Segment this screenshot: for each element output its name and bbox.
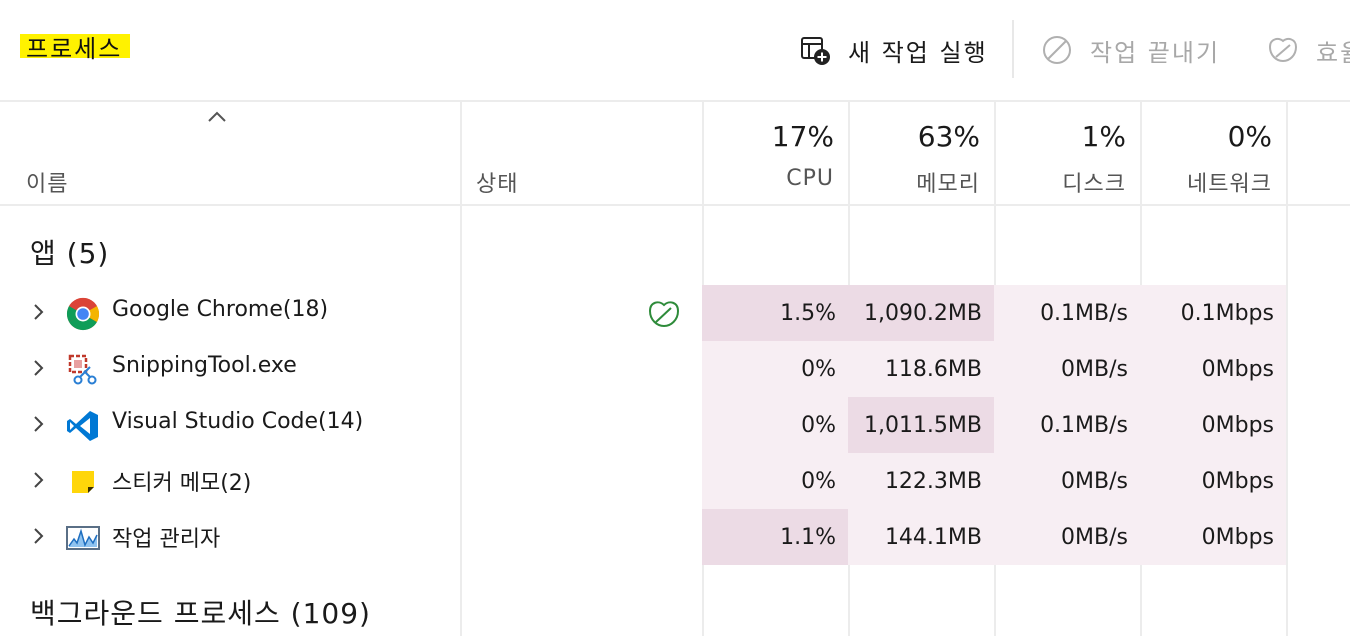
- expand-chevron-icon[interactable]: [33, 303, 45, 321]
- network-cell: 0Mbps: [1140, 397, 1286, 453]
- column-divider: [460, 102, 462, 636]
- memory-total-percent: 63%: [917, 120, 980, 153]
- task-manager-icon: [66, 526, 100, 550]
- process-row-chrome[interactable]: 1.5% 1,090.2MB 0.1MB/s 0.1Mbps Google Ch…: [0, 285, 1350, 341]
- name-column-label: 이름: [26, 172, 69, 197]
- process-name: 스티커 메모(2): [112, 471, 252, 496]
- process-name: 작업 관리자: [112, 527, 221, 552]
- process-row-snippingtool[interactable]: 0% 118.6MB 0MB/s 0Mbps SnippingTool.exe: [0, 341, 1350, 397]
- network-column-header[interactable]: 0% 네트워크: [1140, 102, 1286, 204]
- memory-cell: 118.6MB: [848, 341, 994, 397]
- status-column-label: 상태: [476, 172, 519, 197]
- expand-chevron-icon[interactable]: [33, 527, 45, 545]
- page-title: 프로세스: [20, 34, 131, 63]
- disk-column-label: 디스크: [1062, 172, 1126, 197]
- snipping-tool-icon: [68, 354, 97, 385]
- disk-cell: 0.1MB/s: [994, 285, 1140, 341]
- disk-cell: 0MB/s: [994, 453, 1140, 509]
- run-new-task-button[interactable]: 새 작업 실행: [800, 28, 988, 72]
- background-processes-group-title: 백그라운드 프로세스 (109): [30, 597, 371, 630]
- sticky-notes-icon: [72, 471, 94, 493]
- cpu-cell: 0%: [702, 341, 848, 397]
- prohibited-icon: [1043, 36, 1071, 64]
- apps-group-title: 앱 (5): [30, 237, 110, 270]
- network-column-label: 네트워크: [1187, 172, 1272, 197]
- disk-cell: 0MB/s: [994, 341, 1140, 397]
- expand-chevron-icon[interactable]: [33, 415, 45, 433]
- process-row-vscode[interactable]: 0% 1,011.5MB 0.1MB/s 0Mbps Visual Studio…: [0, 397, 1350, 453]
- efficiency-leaf-icon: [648, 301, 680, 328]
- status-column-header[interactable]: 상태: [462, 102, 702, 204]
- memory-cell: 1,011.5MB: [848, 397, 994, 453]
- toolbar: 프로세스 새 작업 실행 작업 끝내기 효율: [0, 0, 1350, 102]
- process-name: SnippingTool.exe: [112, 353, 297, 378]
- column-header: 이름 상태 17% CPU 63% 메모리 1% 디스크 0% 네트워크: [0, 102, 1350, 206]
- cpu-cell: 1.5%: [702, 285, 848, 341]
- disk-total-percent: 1%: [1081, 120, 1126, 153]
- cpu-cell: 0%: [702, 397, 848, 453]
- new-task-icon: [801, 37, 830, 65]
- expand-chevron-icon[interactable]: [33, 471, 45, 489]
- memory-column-label: 메모리: [916, 172, 980, 197]
- network-cell: 0Mbps: [1140, 453, 1286, 509]
- efficiency-mode-button[interactable]: 효율: [1266, 28, 1350, 72]
- process-name: Visual Studio Code(14): [112, 409, 364, 434]
- process-name: Google Chrome(18): [112, 297, 329, 322]
- end-task-button[interactable]: 작업 끝내기: [1040, 28, 1220, 72]
- expand-chevron-icon[interactable]: [33, 359, 45, 377]
- efficiency-mode-label: 효율: [1316, 38, 1350, 67]
- cpu-column-header[interactable]: 17% CPU: [702, 102, 848, 204]
- end-task-label: 작업 끝내기: [1090, 38, 1221, 67]
- process-row-task-manager[interactable]: 1.1% 144.1MB 0MB/s 0Mbps 작업 관리자: [0, 509, 1350, 565]
- cpu-cell: 1.1%: [702, 509, 848, 565]
- network-cell: 0.1Mbps: [1140, 285, 1286, 341]
- run-new-task-label: 새 작업 실행: [848, 38, 988, 67]
- disk-cell: 0MB/s: [994, 509, 1140, 565]
- vscode-icon: [67, 411, 98, 441]
- efficiency-leaf-icon: [1268, 38, 1298, 63]
- name-column-header[interactable]: 이름: [0, 102, 460, 204]
- column-divider: [1286, 102, 1288, 636]
- cpu-cell: 0%: [702, 453, 848, 509]
- process-row-sticky-notes[interactable]: 0% 122.3MB 0MB/s 0Mbps 스티커 메모(2): [0, 453, 1350, 509]
- toolbar-divider: [1012, 20, 1014, 78]
- memory-cell: 144.1MB: [848, 509, 994, 565]
- cpu-total-percent: 17%: [771, 120, 834, 153]
- disk-column-header[interactable]: 1% 디스크: [994, 102, 1140, 204]
- memory-column-header[interactable]: 63% 메모리: [848, 102, 994, 204]
- sort-ascending-icon: [208, 111, 226, 122]
- disk-cell: 0.1MB/s: [994, 397, 1140, 453]
- network-cell: 0Mbps: [1140, 509, 1286, 565]
- network-cell: 0Mbps: [1140, 341, 1286, 397]
- memory-cell: 1,090.2MB: [848, 285, 994, 341]
- memory-cell: 122.3MB: [848, 453, 994, 509]
- network-total-percent: 0%: [1227, 120, 1272, 153]
- cpu-column-label: CPU: [786, 166, 834, 191]
- chrome-icon: [66, 297, 100, 331]
